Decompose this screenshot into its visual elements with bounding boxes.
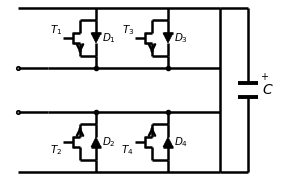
Polygon shape	[91, 137, 101, 147]
Polygon shape	[91, 33, 101, 43]
Polygon shape	[163, 137, 173, 147]
Text: +: +	[260, 72, 268, 82]
Text: $D_2$: $D_2$	[102, 135, 116, 149]
Polygon shape	[163, 33, 173, 43]
Text: $T_4$: $T_4$	[121, 143, 134, 157]
Text: $D_4$: $D_4$	[174, 135, 188, 149]
Text: $T_1$: $T_1$	[50, 23, 62, 37]
Text: $D_1$: $D_1$	[102, 31, 116, 45]
Text: $T_2$: $T_2$	[50, 143, 62, 157]
Text: $T_3$: $T_3$	[122, 23, 134, 37]
Text: $C$: $C$	[262, 83, 274, 97]
Text: $D_3$: $D_3$	[174, 31, 188, 45]
